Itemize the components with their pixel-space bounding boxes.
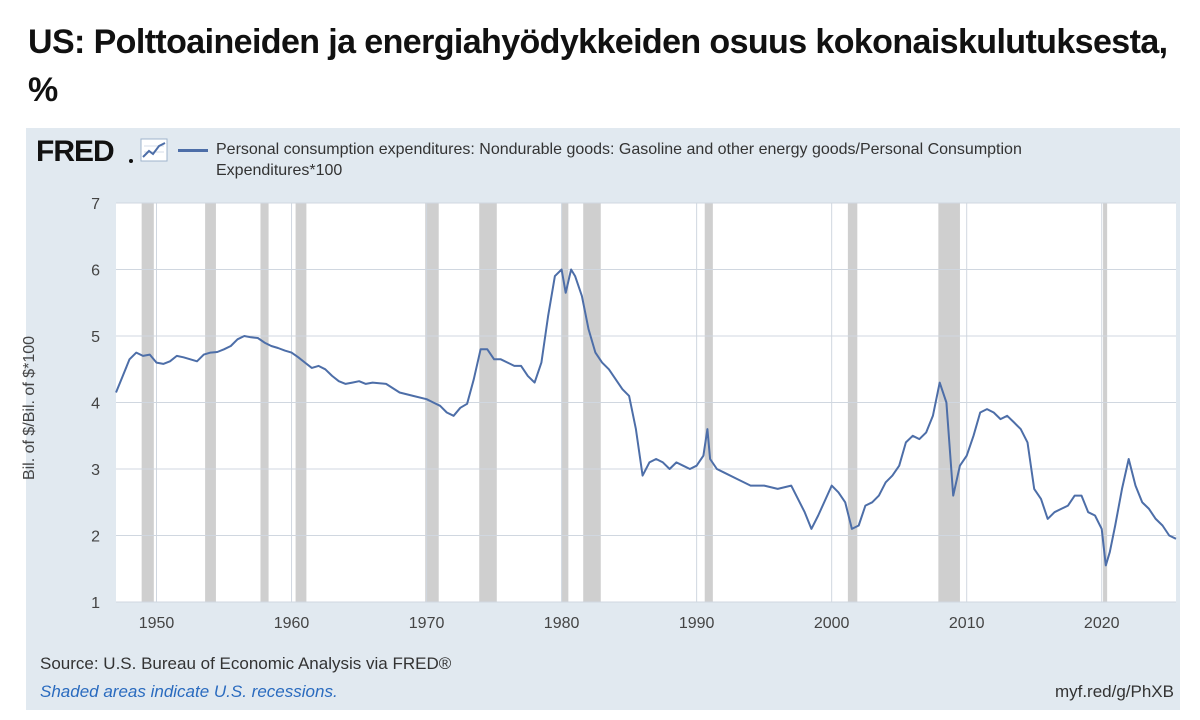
x-tick-label: 2010 xyxy=(949,615,985,632)
line-chart-icon xyxy=(140,138,168,162)
y-tick-label: 6 xyxy=(91,263,100,280)
x-tick-label: 1970 xyxy=(409,615,445,632)
legend-label: Personal consumption expenditures: Nondu… xyxy=(216,141,1022,179)
x-tick-label: 1990 xyxy=(679,615,715,632)
x-tick-label: 1950 xyxy=(139,615,175,632)
x-tick-label: 1980 xyxy=(544,615,580,632)
short-url[interactable]: myf.red/g/PhXB xyxy=(1054,682,1174,701)
series-line xyxy=(115,268,1177,567)
y-tick-label: 2 xyxy=(91,529,100,546)
fred-logo: FRED xyxy=(36,135,115,168)
legend-swatch xyxy=(178,149,208,152)
x-tick-label: 2020 xyxy=(1084,615,1120,632)
x-tick-label: 2000 xyxy=(814,615,850,632)
y-tick-label: 7 xyxy=(91,196,100,213)
page-title: US: Polttoaineiden ja energiahyödykkeide… xyxy=(28,23,1168,109)
y-tick-label: 5 xyxy=(91,329,100,346)
recession-note: Shaded areas indicate U.S. recessions. xyxy=(40,682,338,701)
y-tick-label: 1 xyxy=(91,595,100,612)
y-tick-label: 4 xyxy=(91,396,100,413)
fred-logo-mark xyxy=(129,159,133,163)
y-tick-label: 3 xyxy=(91,462,100,479)
x-tick-label: 1960 xyxy=(274,615,310,632)
source-note: Source: U.S. Bureau of Economic Analysis… xyxy=(40,654,452,673)
